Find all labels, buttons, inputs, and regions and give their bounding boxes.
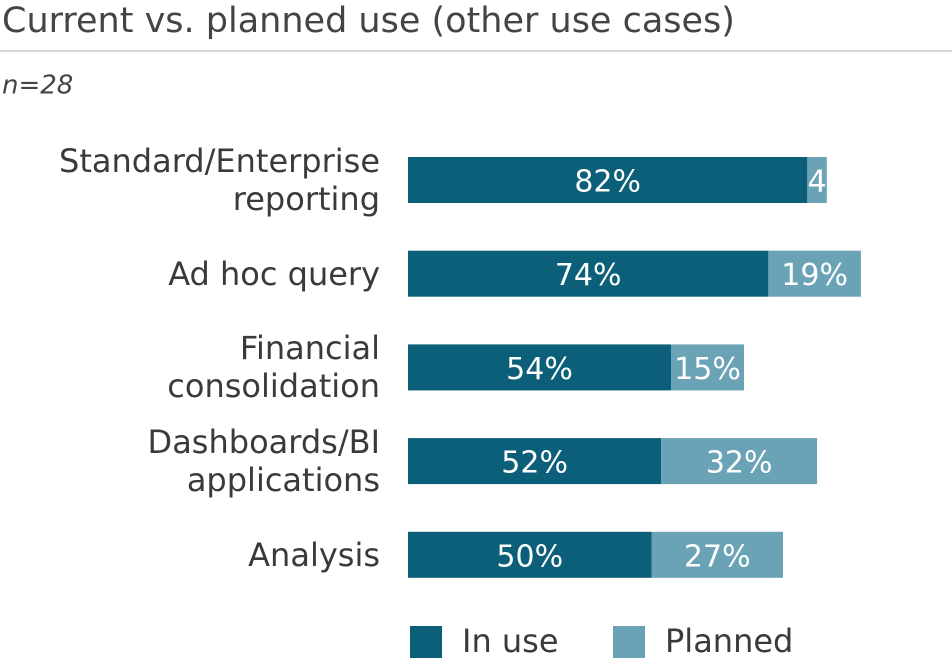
value-label: 54% (506, 352, 573, 387)
category-label: Standard/Enterprise reporting (59, 142, 380, 218)
bar-segment (661, 438, 818, 485)
bar-segment (408, 438, 662, 485)
value-label: 74% (555, 258, 622, 293)
value-label: 19% (781, 258, 848, 293)
bar-segment (768, 250, 861, 297)
value-label: 50% (496, 539, 563, 574)
bar-segment (807, 157, 827, 203)
bar-segment (408, 344, 671, 391)
value-label: 27% (684, 539, 751, 574)
value-label: 52% (501, 446, 568, 481)
chart-title: Current vs. planned use (other use cases… (2, 1, 735, 41)
bar-segment (651, 531, 783, 578)
category-label: Dashboards/BI applications (147, 423, 380, 500)
legend-swatch (410, 626, 442, 658)
category-label: Analysis (248, 535, 380, 574)
category-label: Ad hoc query (168, 254, 380, 293)
legend-swatch (613, 626, 645, 658)
subtitle: n=28 (2, 71, 73, 101)
category-label: Financial consolidation (167, 329, 380, 406)
legend-label: Planned (665, 622, 793, 660)
value-label: 4 (808, 165, 827, 200)
bar-segment (670, 344, 745, 391)
bar-segment (408, 250, 769, 297)
legend-label: In use (462, 622, 559, 660)
value-label: 82% (574, 165, 641, 200)
bar-segment (408, 531, 652, 578)
value-label: 15% (674, 352, 741, 387)
bar-segment (408, 157, 808, 203)
value-label: 32% (706, 446, 773, 481)
